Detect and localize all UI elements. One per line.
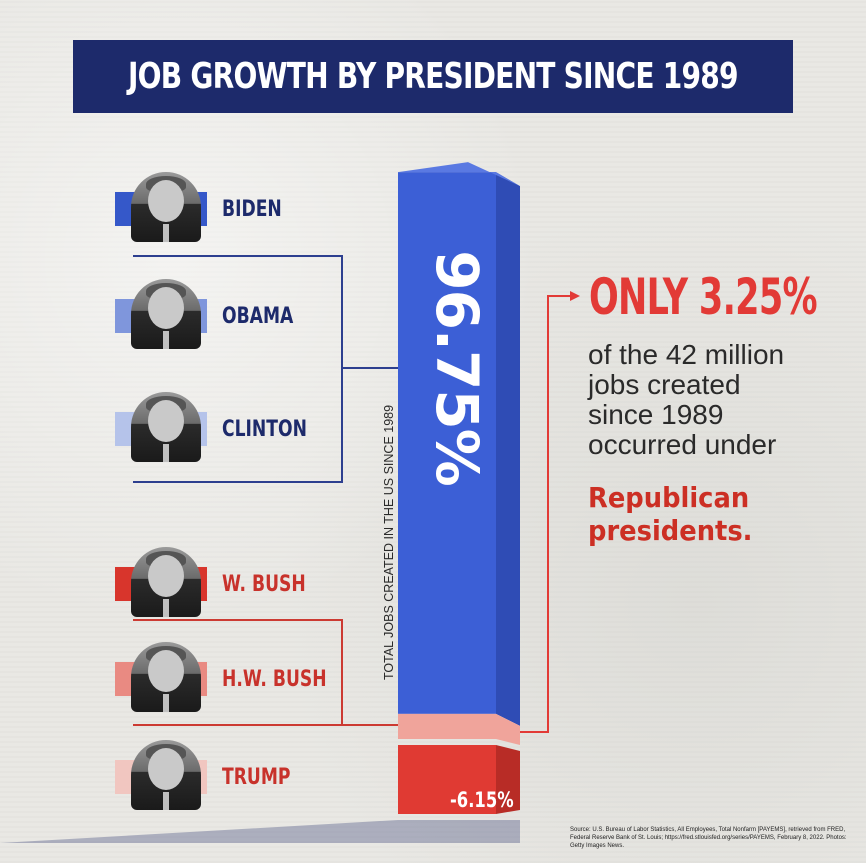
callout-emphasis: Republican presidents. (588, 481, 752, 547)
democrat-bar (398, 172, 496, 714)
trump-bar (398, 745, 496, 814)
president-portrait-icon (131, 172, 201, 242)
callout-line-4: occurred under (588, 429, 777, 460)
y-axis-label: TOTAL JOBS CREATED IN THE US SINCE 1989 (382, 404, 396, 680)
republican-bar (398, 713, 520, 745)
democrat-bar-side (496, 172, 520, 726)
trump-bar-label: -6.15% (450, 788, 514, 812)
democrat-bar-top (398, 162, 520, 187)
chart-title: JOB GROWTH BY PRESIDENT SINCE 1989 (128, 56, 739, 97)
callout-headline: ONLY 3.25% (589, 268, 818, 326)
trump-bar-side (496, 745, 520, 814)
democrat-bar-label: 96.75% (423, 250, 491, 486)
president-portrait-icon (131, 642, 201, 712)
president-name: CLINTON (222, 417, 307, 442)
bar-shadow (0, 820, 520, 843)
title-banner: JOB GROWTH BY PRESIDENT SINCE 1989 (73, 40, 793, 113)
callout-arrow-head (570, 291, 580, 301)
callout-arrow-line (505, 295, 570, 733)
president-name: TRUMP (222, 765, 291, 790)
callout-line-2: jobs created (588, 369, 741, 400)
president-portrait-icon (131, 740, 201, 810)
president-name: H.W. BUSH (222, 667, 327, 692)
president-portrait-icon (131, 392, 201, 462)
bar-group (0, 162, 520, 843)
callout-emphasis-1: Republican (588, 481, 750, 514)
president-portrait-icon (131, 547, 201, 617)
democrat-bracket-line (133, 255, 343, 483)
president-name: W. BUSH (222, 572, 306, 597)
callout-description: of the 42 million jobs created since 198… (588, 340, 866, 460)
source-note: Source: U.S. Bureau of Labor Statistics,… (570, 827, 847, 849)
callout-emphasis-2: presidents. (588, 514, 753, 547)
president-portrait-icon (131, 279, 201, 349)
callout-line-1: of the 42 million (588, 339, 785, 370)
callout-line-3: since 1989 (588, 399, 724, 430)
president-name: BIDEN (222, 197, 282, 222)
republican-bracket-line (133, 619, 343, 726)
president-name: OBAMA (222, 304, 294, 329)
